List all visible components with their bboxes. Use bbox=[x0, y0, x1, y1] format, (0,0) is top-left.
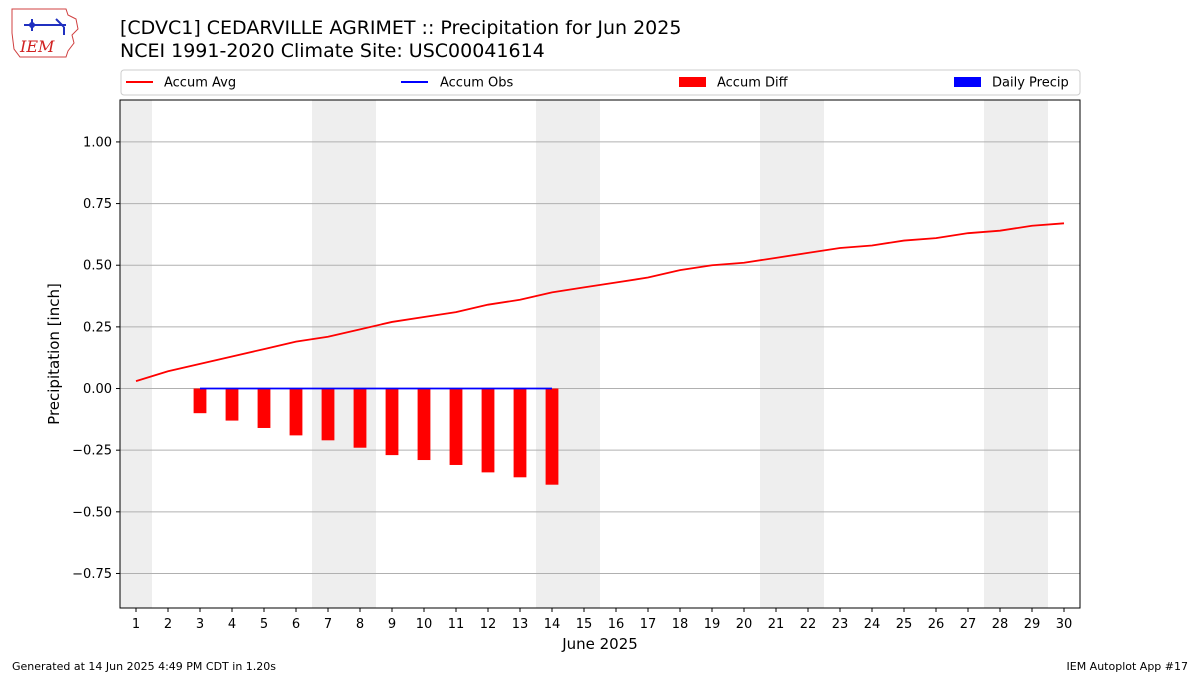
accum-diff-bar-day-10 bbox=[417, 388, 431, 461]
x-tick-label: 28 bbox=[992, 617, 1009, 632]
footer-generated: Generated at 14 Jun 2025 4:49 PM CDT in … bbox=[12, 660, 277, 673]
weekend-band-day-8 bbox=[344, 100, 376, 608]
accum-diff-bar-day-3 bbox=[193, 388, 207, 414]
weekend-band-day-7 bbox=[312, 100, 344, 608]
weekend-band-day-29 bbox=[1016, 100, 1048, 608]
weekend-band-day-21 bbox=[760, 100, 792, 608]
accum-diff-bar-day-14 bbox=[545, 388, 559, 485]
x-tick-label: 7 bbox=[324, 617, 332, 632]
accum-diff-bar-day-4 bbox=[225, 388, 239, 421]
iem-logo: IEM bbox=[11, 8, 79, 58]
accum-diff-bar-day-13 bbox=[513, 388, 527, 478]
chart-subtitle: NCEI 1991-2020 Climate Site: USC00041614 bbox=[120, 40, 545, 62]
footer-app: IEM Autoplot App #17 bbox=[1066, 660, 1189, 673]
x-ticks: 1 2 3 4 5 6 7 8 9 10 11 12 13 14 15 16 17 18 19 20 21 22 23 24 2… bbox=[132, 608, 1072, 632]
x-tick-label: 27 bbox=[960, 617, 977, 632]
x-axis-label: June 2025 bbox=[561, 635, 638, 653]
x-tick-label: 18 bbox=[672, 617, 689, 632]
y-tick-label: 0.50 bbox=[83, 259, 112, 274]
x-tick-label: 8 bbox=[356, 617, 364, 632]
accum-avg-line bbox=[135, 222, 1065, 382]
accum-diff-bar-day-7 bbox=[321, 388, 335, 441]
accum-diff-bar-day-9 bbox=[385, 388, 399, 456]
y-tick-label: 0.00 bbox=[83, 382, 112, 397]
plot-frame bbox=[119, 99, 1081, 609]
y-tick-label: 0.25 bbox=[83, 320, 112, 335]
legend-label-accum-diff: Accum Diff bbox=[717, 76, 789, 91]
y-tick-label: 0.75 bbox=[83, 197, 112, 212]
x-tick-label: 2 bbox=[164, 617, 172, 632]
x-tick-label: 1 bbox=[132, 617, 140, 632]
x-tick-label: 30 bbox=[1056, 617, 1073, 632]
x-tick-label: 12 bbox=[480, 617, 497, 632]
accum-diff-bar-day-5 bbox=[257, 388, 271, 428]
y-tick-label: −0.25 bbox=[72, 444, 112, 459]
weekend-bands bbox=[120, 100, 1048, 608]
legend-box bbox=[120, 69, 1081, 96]
x-tick-label: 21 bbox=[768, 617, 785, 632]
y-tick-label: −0.50 bbox=[72, 505, 112, 520]
x-tick-label: 25 bbox=[896, 617, 913, 632]
x-tick-label: 22 bbox=[800, 617, 817, 632]
x-tick-label: 17 bbox=[640, 617, 657, 632]
y-tick-label: 1.00 bbox=[83, 135, 112, 150]
x-tick-label: 16 bbox=[608, 617, 625, 632]
x-tick-label: 26 bbox=[928, 617, 945, 632]
x-tick-label: 5 bbox=[260, 617, 268, 632]
x-tick-label: 15 bbox=[576, 617, 593, 632]
legend-swatch-daily-precip bbox=[954, 77, 981, 87]
series-lines bbox=[135, 222, 1065, 390]
x-tick-label: 4 bbox=[228, 617, 236, 632]
x-tick-label: 19 bbox=[704, 617, 721, 632]
accum-diff-bar-day-6 bbox=[289, 388, 303, 436]
x-tick-label: 10 bbox=[416, 617, 433, 632]
accum-diff-bar-day-12 bbox=[481, 388, 495, 473]
y-ticks: 1.00 0.75 0.50 0.25 0.00 −0.25 −0.50 −0.75 bbox=[72, 135, 120, 582]
x-tick-label: 23 bbox=[832, 617, 849, 632]
accum-diff-bars bbox=[193, 388, 559, 485]
x-tick-label: 29 bbox=[1024, 617, 1041, 632]
x-tick-label: 11 bbox=[448, 617, 465, 632]
accum-diff-bar-day-11 bbox=[449, 388, 463, 465]
y-axis-label: Precipitation [inch] bbox=[45, 283, 63, 425]
x-tick-label: 13 bbox=[512, 617, 529, 632]
legend-label-accum-obs: Accum Obs bbox=[440, 76, 513, 91]
accum-diff-bar-day-8 bbox=[353, 388, 367, 448]
legend-label-accum-avg: Accum Avg bbox=[164, 76, 236, 91]
x-tick-label: 9 bbox=[388, 617, 396, 632]
x-tick-label: 14 bbox=[544, 617, 561, 632]
weekend-band-day-22 bbox=[792, 100, 824, 608]
legend-swatch-accum-diff bbox=[679, 77, 706, 87]
weekend-band-day-1 bbox=[120, 100, 152, 608]
weekend-band-day-28 bbox=[984, 100, 1016, 608]
y-tick-label: −0.75 bbox=[72, 567, 112, 582]
station-dot-icon bbox=[29, 22, 35, 28]
x-tick-label: 3 bbox=[196, 617, 204, 632]
chart-title: [CDVC1] CEDARVILLE AGRIMET :: Precipitat… bbox=[120, 17, 682, 39]
weekend-band-day-14 bbox=[536, 100, 568, 608]
legend: Accum Avg Accum Obs Accum Diff Daily Precip bbox=[120, 69, 1081, 96]
x-tick-label: 24 bbox=[864, 617, 881, 632]
weekend-band-day-15 bbox=[568, 100, 600, 608]
legend-label-daily-precip: Daily Precip bbox=[992, 76, 1069, 91]
x-tick-label: 20 bbox=[736, 617, 753, 632]
x-tick-label: 6 bbox=[292, 617, 300, 632]
iowa-outline-icon bbox=[11, 8, 79, 58]
logo-text: IEM bbox=[19, 37, 55, 56]
